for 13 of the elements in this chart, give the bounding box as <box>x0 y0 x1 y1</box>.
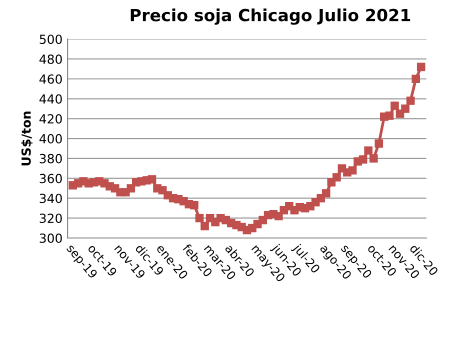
y-tick-label: 400 <box>39 134 62 144</box>
chart-title: Precio soja Chicago Julio 2021 <box>130 8 410 25</box>
y-tick-label: 480 <box>39 54 62 64</box>
y-tick-label: 440 <box>39 94 62 104</box>
y-tick-label: 320 <box>40 214 62 224</box>
y-tick-label: 420 <box>39 114 62 124</box>
y-axis-title: US$/ton <box>21 112 33 166</box>
y-tick-label: 340 <box>40 194 62 204</box>
y-tick-label: 380 <box>40 154 62 164</box>
y-tick-label: 300 <box>40 233 62 243</box>
y-tick-label: 500 <box>40 34 62 44</box>
y-tick-label: 460 <box>39 74 62 84</box>
y-tick-label: 360 <box>40 174 62 184</box>
